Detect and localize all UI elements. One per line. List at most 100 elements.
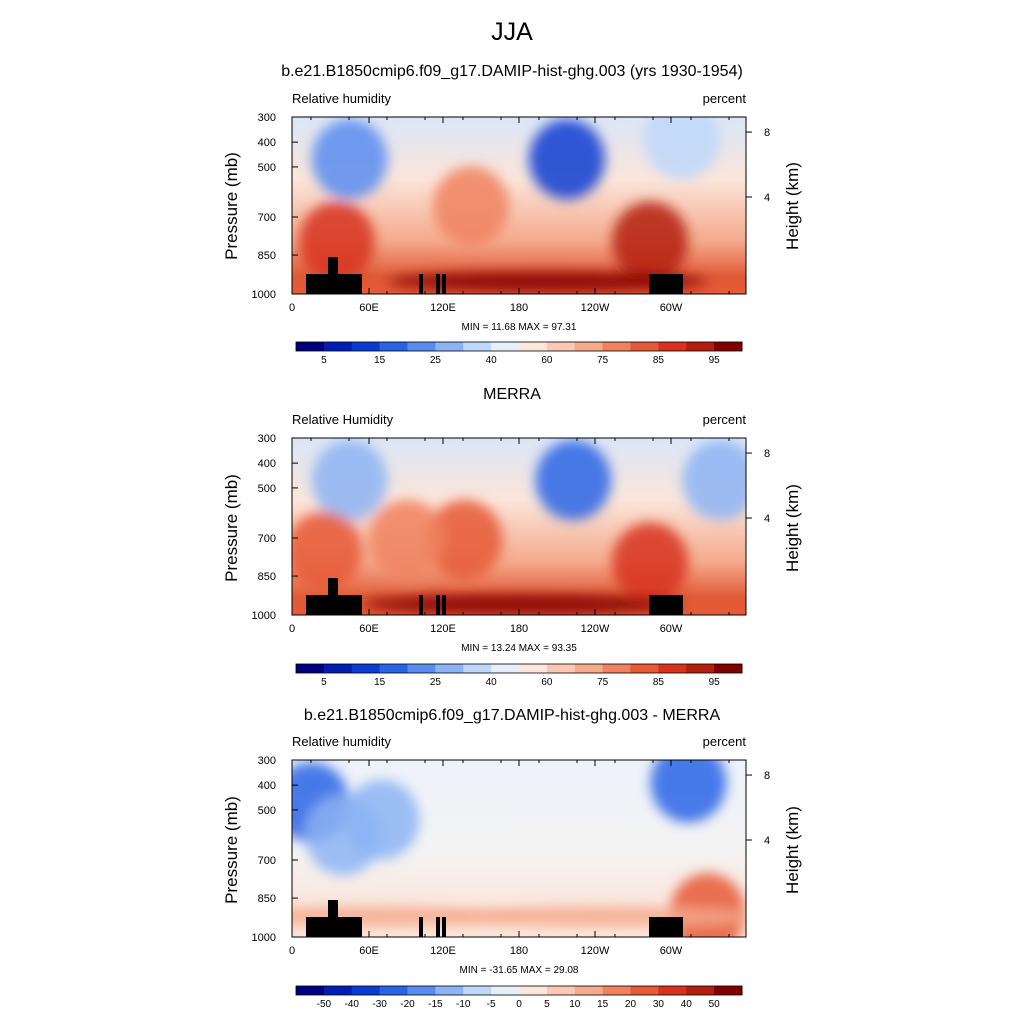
lon-tick-label: 60W [660, 623, 683, 635]
lon-tick-label: 120E [430, 945, 456, 957]
panel-3-colorbar-label: 15 [597, 999, 609, 1010]
panel-2-feature [682, 440, 746, 521]
panel-1-colorbar-swatch [630, 342, 659, 351]
panel-2-terrain-mask [649, 595, 683, 615]
panel-2-colorbar-swatch [519, 664, 548, 673]
panel-3-colorbar-label: -15 [428, 999, 443, 1010]
panel-2-colorbar-swatch [323, 664, 353, 673]
panel-2-colorbar-label: 75 [597, 677, 609, 688]
panel-2-colorbar-swatch [602, 664, 631, 673]
panel-2-feature [362, 594, 683, 615]
lon-tick-label: 60W [660, 945, 683, 957]
panel-1-terrain-mask [436, 274, 440, 294]
panel-2-colorbar-label: 5 [321, 677, 327, 688]
panel-3-colorbar-label: -50 [317, 999, 332, 1010]
pressure-tick-label: 500 [258, 805, 276, 817]
panel-2-colorbar-swatch [351, 664, 381, 673]
panel-3-colorbar-label: 20 [625, 999, 637, 1010]
panel-3-terrain-mask [649, 917, 683, 937]
panel-2-colorbar-swatch [491, 664, 520, 673]
panel-3-title: b.e21.B1850cmip6.f09_g17.DAMIP-hist-ghg.… [303, 707, 721, 724]
panel-1-terrain-mask [649, 274, 683, 294]
panel-2-colorbar-swatch [574, 664, 604, 673]
panel-3-colorbar-swatch [323, 986, 353, 995]
panel-2-units: percent [702, 412, 746, 427]
lon-tick-label: 120W [581, 302, 610, 314]
panel-3-field-features [292, 760, 746, 937]
pressure-tick-label: 850 [258, 250, 276, 262]
panel-1-colorbar-label: 5 [321, 355, 327, 366]
panel-1-colorbar-swatch [463, 342, 492, 351]
panel-3-colorbar-swatch [463, 986, 492, 995]
panel-2-feature [311, 440, 388, 521]
panel-3-colorbar-swatch [602, 986, 631, 995]
panel-2-colorbar-swatch [463, 664, 492, 673]
lon-tick-label: 180 [510, 302, 528, 314]
panel-3-colorbar-label: 50 [709, 999, 721, 1010]
panel-2-colorbar-swatch [714, 664, 743, 673]
lon-tick-label: 180 [510, 945, 528, 957]
panel-1-colorbar-swatch [546, 342, 576, 351]
panel-1-units: percent [702, 91, 746, 106]
panel-1-colorbar-swatch [714, 342, 743, 351]
lon-tick-label: 120E [430, 623, 456, 635]
panel-2-colorbar-label: 40 [486, 677, 498, 688]
panel-2-colorbar-swatch [658, 664, 687, 673]
panel-2-feature [426, 499, 503, 580]
panel-3-feature [343, 779, 420, 860]
panel-2-colorbar-label: 60 [541, 677, 553, 688]
lon-tick-label: 60W [660, 302, 683, 314]
lon-tick-label: 60E [359, 945, 379, 957]
panel-1-colorbar-swatch [491, 342, 520, 351]
pressure-tick-label: 700 [258, 855, 276, 867]
pressure-tick-label: 700 [258, 533, 276, 545]
panel-1-terrain-mask [328, 257, 338, 294]
lon-tick-label: 120W [581, 945, 610, 957]
panel-2-terrain-mask [442, 595, 446, 615]
panel-1-colorbar-swatch [379, 342, 408, 351]
lon-tick-label: 120W [581, 623, 610, 635]
panel-2-minmax: MIN = 13.24 MAX = 93.35 [461, 643, 577, 654]
panel-3-variable: Relative humidity [292, 734, 391, 749]
panel-2-terrain-mask [328, 578, 338, 615]
panel-1-colorbar-swatch [602, 342, 631, 351]
panel-2-variable: Relative Humidity [292, 412, 394, 427]
pressure-tick-label: 400 [258, 458, 276, 470]
panel-3-colorbar-swatch [714, 986, 743, 995]
panel-2-colorbar-swatch [435, 664, 464, 673]
panel-2-colorbar-label: 25 [430, 677, 442, 688]
panel-1-feature [298, 201, 375, 282]
pressure-tick-label: 300 [258, 433, 276, 445]
panel-3-colorbar-swatch [574, 986, 604, 995]
panel-3-colorbar-label: 5 [544, 999, 550, 1010]
panel-1-colorbar-swatch [574, 342, 604, 351]
pressure-tick-label: 1000 [252, 932, 276, 944]
pressure-tick-label: 700 [258, 212, 276, 224]
panel-1-colorbar-swatch [658, 342, 687, 351]
panel-1-colorbar-swatch [519, 342, 548, 351]
pressure-tick-label: 400 [258, 780, 276, 792]
pressure-tick-label: 300 [258, 755, 276, 767]
panel-1-minmax: MIN = 11.68 MAX = 97.31 [461, 322, 577, 333]
panel-3-colorbar-label: 40 [681, 999, 693, 1010]
panel-3-colorbar-swatch [546, 986, 576, 995]
panel-1-variable: Relative humidity [292, 91, 391, 106]
panel-2-colorbar-swatch [407, 664, 436, 673]
panel-1-colorbar-label: 40 [486, 355, 498, 366]
panel-3-colorbar-swatch [519, 986, 548, 995]
panel-3-colorbar-swatch [407, 986, 436, 995]
panel-3-colorbar-swatch [435, 986, 464, 995]
panel-1-colorbar-frame [295, 341, 743, 352]
panel-1-field-features [298, 117, 721, 292]
height-tick-label: 8 [764, 127, 770, 139]
panel-3-terrain-mask [419, 917, 423, 937]
pressure-tick-label: 1000 [252, 610, 276, 622]
panel-1-colorbar-label: 15 [374, 355, 386, 366]
panel-3-colorbar-swatch [686, 986, 715, 995]
panel-2-terrain-mask [419, 595, 423, 615]
height-tick-label: 8 [764, 770, 770, 782]
panel-3-colorbar-swatch [658, 986, 687, 995]
panel-2-colorbar-frame [295, 663, 743, 674]
pressure-tick-label: 400 [258, 137, 276, 149]
lon-tick-label: 60E [359, 623, 379, 635]
